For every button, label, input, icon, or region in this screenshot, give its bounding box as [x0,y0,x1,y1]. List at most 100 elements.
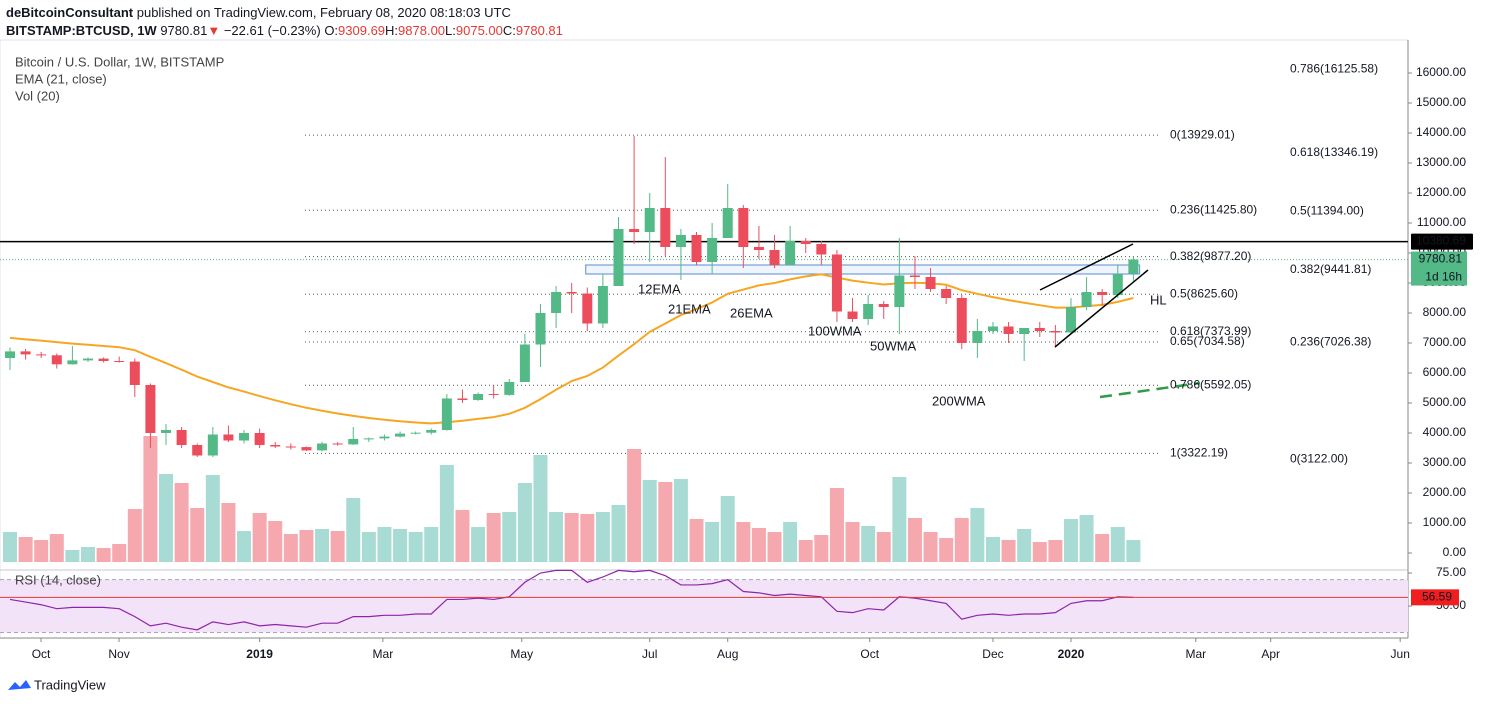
volume-bar [517,483,532,562]
volume-bar [96,548,111,562]
volume-bar [580,514,595,562]
candle-body [956,297,967,343]
candle-body [738,207,749,247]
ohlc-key: C: [502,23,516,38]
y-tick-label: 2000.00 [1423,485,1467,499]
change: −22.61 (−0.23%) [223,23,321,38]
volume-bar [1032,542,1047,562]
candle-body [987,326,998,331]
fib-target-label: 0.618(13346.19) [1290,145,1378,159]
volume-bar [549,512,564,562]
volume-bar [564,513,579,562]
candle-body [1034,327,1045,331]
candle-body [613,228,624,286]
y-tick-label: 12000.00 [1416,185,1466,199]
volume-bar [705,522,720,562]
ohlc-key: L: [445,23,456,38]
candle-body [691,234,702,262]
volume-bar [346,498,361,562]
candle-body [535,312,546,345]
candle-body [800,240,811,244]
annotation: 21EMA [668,301,711,316]
logo [8,680,31,690]
volume-bar [34,540,49,562]
volume-bar [751,528,766,562]
volume-bar [1110,527,1125,562]
x-tick-label: Jun [1391,647,1410,661]
candle-body [707,237,718,262]
candle-body [223,434,234,441]
volume-bar [1079,515,1094,562]
rsi-tag [1411,589,1459,606]
candle-body [239,432,250,441]
volume-bar [377,527,392,562]
ohlc-value: 9309.69 [338,23,386,38]
volume-bar [658,482,673,562]
candle-body [863,303,874,319]
ohlc-key: O: [324,23,339,38]
channel-upper [1039,243,1134,291]
volume-bar [861,526,876,562]
x-tick-label: Mar [373,647,394,661]
indicator-label: Vol (20) [15,88,60,103]
candle-body [660,207,671,247]
volume-bar [1126,540,1141,562]
volume-bar [1048,540,1063,562]
candle-body [51,355,62,365]
candle-body [441,398,452,430]
candle-body [473,393,484,400]
volume-bar [1095,534,1110,562]
candle-body [722,207,733,238]
y-tick-label: 3000.00 [1423,455,1467,469]
candle-body [582,293,593,324]
candle-body [457,398,468,400]
x-tick-label: 2020 [1058,647,1085,661]
candle-body [36,354,47,356]
annotation: 50WMA [870,338,917,353]
fib-label: 0.786(5592.05) [1170,377,1251,391]
volume-bar [829,488,844,562]
fib-target-label: 0.786(16125.58) [1290,61,1378,75]
volume-bar [283,534,298,562]
brand: TradingView [34,677,106,692]
candle-body [161,429,172,433]
candle-body [129,361,140,385]
volume-bar [985,537,1000,562]
y-tick-label: 4000.00 [1423,425,1467,439]
channel-lower [1054,269,1149,348]
candle-body [1050,330,1061,333]
volume-bar [1001,540,1016,562]
candle-body [504,381,515,395]
annotation: 200WMA [932,393,986,408]
x-tick-label: Jul [642,647,657,661]
volume-bar [970,508,985,562]
volume-bar [65,550,80,562]
y-tick-label: 13000.00 [1416,155,1466,169]
volume-bar [159,474,174,562]
candle-body [285,446,296,448]
volume-bar [736,522,751,562]
wma200-line [1099,381,1201,399]
volume-bar [205,475,220,562]
volume-bar [143,436,158,562]
candle-body [894,275,905,307]
symbol-line: BITSTAMP:BTCUSD, 1W 9780.81▼ −22.61 (−0.… [6,23,563,38]
candle-body [301,447,312,451]
volume-bar [299,530,314,562]
volume-bar [408,532,423,562]
x-tick-label: Dec [982,647,1003,661]
ema-line [9,273,1134,425]
candle-body [753,246,764,250]
volume-bar [174,483,189,562]
x-tick-label: Oct [860,647,879,661]
price-tag [1411,251,1467,286]
rsi-label: RSI (14, close) [15,572,101,587]
candle-body [410,432,421,434]
volume-bar [112,544,127,562]
candle-body [114,360,125,362]
zone [585,264,1141,275]
candle-body [270,444,281,447]
fib-label: 0.5(8625.60) [1170,286,1238,300]
